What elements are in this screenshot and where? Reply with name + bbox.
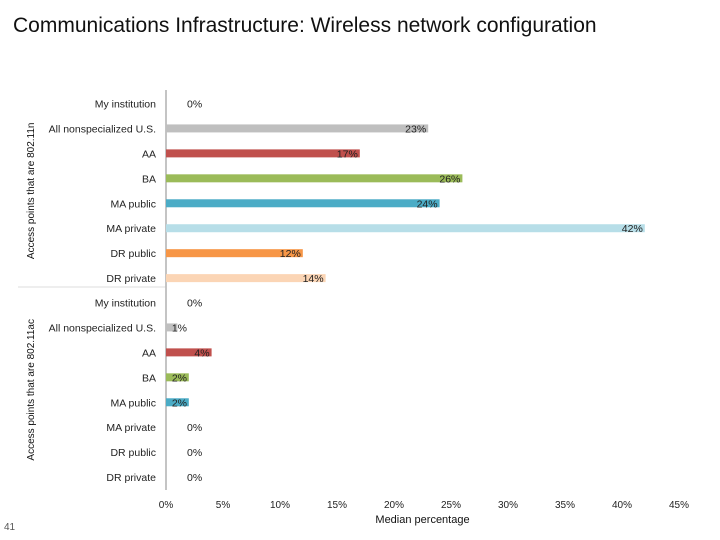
category-label: AA [142, 347, 156, 359]
category-label: BA [142, 173, 156, 185]
category-label: My institution [95, 98, 156, 110]
data-label: 14% [303, 273, 324, 285]
category-label: All nonspecialized U.S. [49, 123, 156, 135]
category-label: MA public [110, 397, 156, 409]
x-tick-label: 35% [555, 500, 575, 511]
bar [166, 149, 360, 158]
data-label: 4% [194, 347, 209, 359]
bar [166, 348, 212, 357]
page-title: Communications Infrastructure: Wireless … [13, 14, 597, 37]
data-label: 12% [280, 248, 301, 260]
category-label: BA [142, 372, 156, 384]
category-label: MA public [110, 198, 156, 210]
category-label: DR public [110, 447, 156, 459]
x-tick-label: 5% [216, 500, 231, 511]
category-label: All nonspecialized U.S. [49, 322, 156, 334]
x-tick-label: 45% [669, 500, 689, 511]
data-label: 23% [405, 123, 426, 135]
category-label: DR private [106, 472, 156, 484]
x-tick-label: 0% [159, 500, 174, 511]
x-axis-title: Median percentage [375, 514, 469, 526]
category-label: My institution [95, 297, 156, 309]
bar [166, 124, 429, 133]
group-title: Access points that are 802.11n [26, 123, 37, 260]
x-tick-label: 15% [327, 500, 347, 511]
bar [166, 199, 440, 208]
data-label: 2% [172, 372, 187, 384]
x-tick-label: 25% [441, 500, 461, 511]
category-label: AA [142, 148, 156, 160]
bar [166, 323, 178, 332]
data-label: 0% [187, 98, 202, 110]
data-label: 0% [187, 447, 202, 459]
group-title: Access points that are 802.11ac [26, 319, 37, 461]
data-label: 24% [417, 198, 438, 210]
data-label: 0% [187, 422, 202, 434]
data-label: 26% [439, 173, 460, 185]
bar [166, 274, 326, 283]
data-label: 2% [172, 397, 187, 409]
x-tick-label: 40% [612, 500, 632, 511]
bar [166, 224, 645, 233]
category-label: DR private [106, 273, 156, 285]
bar [166, 398, 189, 407]
category-label: MA private [106, 223, 156, 235]
data-label: 0% [187, 297, 202, 309]
data-label: 42% [622, 223, 643, 235]
data-label: 0% [187, 472, 202, 484]
bar [166, 174, 463, 183]
page-number: 41 [4, 522, 16, 533]
category-label: DR public [110, 248, 156, 260]
data-label: 17% [337, 148, 358, 160]
bar [166, 373, 189, 382]
bar [166, 249, 303, 258]
x-tick-label: 20% [384, 500, 404, 511]
category-label: MA private [106, 422, 156, 434]
x-tick-label: 10% [270, 500, 290, 511]
data-label: 1% [172, 322, 187, 334]
x-tick-label: 30% [498, 500, 518, 511]
